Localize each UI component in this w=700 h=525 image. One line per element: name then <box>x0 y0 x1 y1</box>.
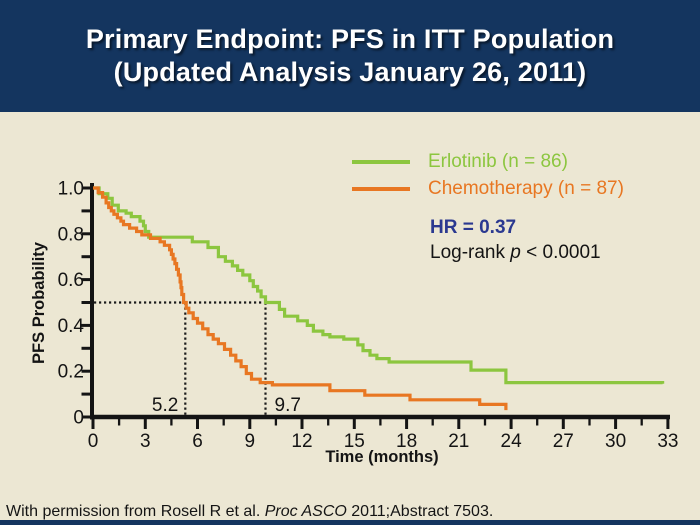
svg-text:3: 3 <box>140 431 151 452</box>
svg-text:18: 18 <box>396 431 417 452</box>
svg-text:6: 6 <box>192 431 203 452</box>
chart-legend: Erlotinib (n = 86) Chemotherapy (n = 87) <box>352 148 624 202</box>
slide-header: Primary Endpoint: PFS in ITT Population … <box>0 0 700 112</box>
svg-text:1.0: 1.0 <box>58 179 84 200</box>
logrank-p-symbol: p <box>510 242 521 263</box>
bottom-bar <box>0 520 700 525</box>
svg-text:15: 15 <box>344 431 365 452</box>
logrank-prefix: Log-rank <box>430 242 511 263</box>
attribution-suffix: 2011;Abstract 7503. <box>346 503 494 520</box>
x-axis-label: Time (months) <box>325 448 438 466</box>
legend-item-chemotherapy: Chemotherapy (n = 87) <box>352 175 624 202</box>
svg-text:30: 30 <box>605 431 626 452</box>
y-axis-label: PFS Probability <box>30 241 48 364</box>
legend-label-erlotinib: Erlotinib (n = 86) <box>428 150 568 172</box>
svg-text:0.4: 0.4 <box>58 316 85 337</box>
svg-text:24: 24 <box>501 431 523 452</box>
svg-text:9: 9 <box>245 431 256 452</box>
erlotinib-line-swatch <box>352 159 410 164</box>
source-attribution: With permission from Rosell R et al. Pro… <box>6 503 493 521</box>
logrank-suffix: < 0.0001 <box>520 242 601 263</box>
hazard-ratio-value: HR = 0.37 <box>430 217 517 238</box>
svg-text:12: 12 <box>291 431 312 452</box>
slide-title-line1: Primary Endpoint: PFS in ITT Population <box>85 24 615 54</box>
svg-text:0: 0 <box>73 408 84 429</box>
svg-text:5.2: 5.2 <box>152 395 178 416</box>
svg-text:33: 33 <box>657 431 678 452</box>
svg-text:9.7: 9.7 <box>275 395 301 416</box>
stats-block: HR = 0.37 Log-rank p < 0.0001 <box>430 216 601 264</box>
chemotherapy-line-swatch <box>352 186 410 191</box>
legend-label-chemotherapy: Chemotherapy (n = 87) <box>428 177 624 199</box>
svg-text:0.2: 0.2 <box>58 362 84 383</box>
legend-item-erlotinib: Erlotinib (n = 86) <box>352 148 624 175</box>
logrank-pvalue: Log-rank p < 0.0001 <box>430 241 601 264</box>
attribution-prefix: With permission from Rosell R et al. <box>6 503 265 520</box>
svg-text:27: 27 <box>553 431 574 452</box>
slide-title-line2: (Updated Analysis January 26, 2011) <box>113 57 587 87</box>
svg-text:0.6: 0.6 <box>58 270 84 291</box>
svg-text:21: 21 <box>448 431 469 452</box>
svg-text:0.8: 0.8 <box>58 224 84 245</box>
attribution-journal: Proc ASCO <box>264 503 347 520</box>
svg-text:0: 0 <box>88 431 99 452</box>
